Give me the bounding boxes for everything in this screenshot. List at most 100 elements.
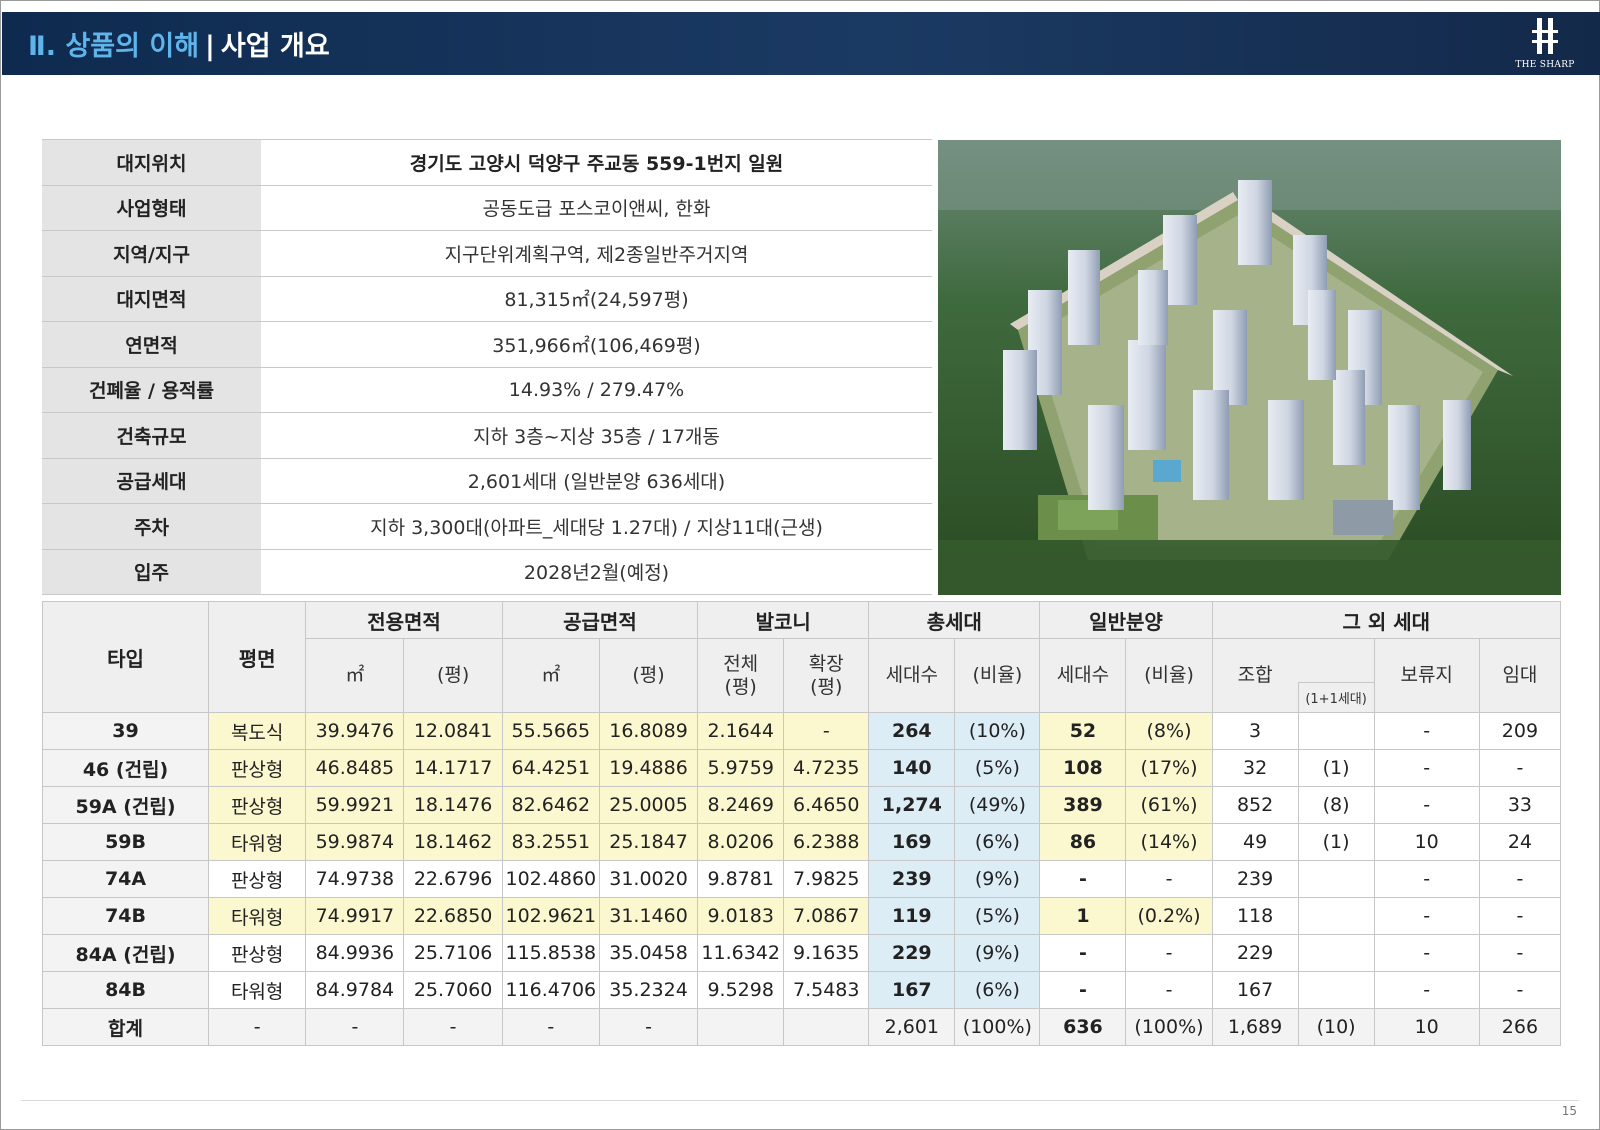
overview-label: 공급세대 — [42, 457, 261, 504]
header-union-sub: (1+1세대) — [1297, 682, 1375, 713]
cell-bal-total — [697, 1008, 785, 1046]
cell-total: 264 — [868, 712, 956, 750]
overview-row: 대지위치 경기도 고양시 덕양구 주교동 559-1번지 일원 — [42, 139, 932, 186]
header-reserved: 보류지 — [1373, 638, 1480, 713]
header-general-sale: 일반분양 — [1039, 601, 1213, 639]
header-other-households: 그 외 세대 — [1211, 601, 1562, 639]
header-balcony: 발코니 — [697, 601, 870, 639]
overview-value: 2028년2월(예정) — [261, 548, 932, 595]
overview-row: 주차 지하 3,300대(아파트_세대당 1.27대) / 지상11대(근생) — [42, 503, 932, 550]
cell-sale-ratio: - — [1125, 860, 1213, 898]
cell-plan: 복도식 — [208, 712, 307, 750]
cell-bal-total: 9.0183 — [697, 897, 785, 935]
cell-bal-ext: - — [783, 712, 870, 750]
table-row: 84A (건립) 판상형 84.9936 25.7106 115.8538 35.0458… — [41, 934, 1562, 972]
logo-text: THE SHARP — [1515, 60, 1575, 70]
overview-value: 지하 3,300대(아파트_세대당 1.27대) / 지상11대(근생) — [261, 503, 932, 550]
cell-ex-py: 14.1717 — [403, 749, 503, 787]
overview-value: 81,315㎡(24,597평) — [261, 275, 932, 322]
cell-total-ratio: (10%) — [954, 712, 1041, 750]
table-row: 84B 타워형 84.9784 25.7060 116.4706 35.2324 9.529… — [41, 971, 1562, 1009]
cell-bal-ext: 6.4650 — [783, 786, 870, 824]
footer-divider — [21, 1100, 1579, 1101]
cell-union-sub — [1297, 860, 1375, 898]
header-union: 조합 — [1211, 638, 1299, 713]
header-sup-pyeong: (평) — [598, 638, 699, 713]
cell-sup-py: 31.0020 — [598, 860, 699, 898]
cell-reserved: 10 — [1373, 1008, 1480, 1046]
header-total-count: 세대수 — [868, 638, 956, 713]
cell-rental: 33 — [1478, 786, 1562, 824]
logo-mark-icon — [1532, 18, 1558, 54]
cell-sup-sqm: - — [501, 1008, 600, 1046]
header-balcony-ext: 확장 (평) — [783, 638, 870, 713]
cell-sale-ratio: (17%) — [1125, 749, 1213, 787]
overview-label: 사업형태 — [42, 184, 261, 231]
header-rental: 임대 — [1478, 638, 1562, 713]
cell-sale: - — [1039, 860, 1127, 898]
cell-total: 2,601 — [868, 1008, 956, 1046]
cell-union: 229 — [1211, 934, 1299, 972]
cell-sup-sqm: 82.6462 — [501, 786, 600, 824]
cell-rental: - — [1478, 934, 1562, 972]
header-supply-area: 공급면적 — [501, 601, 699, 639]
cell-rental: - — [1478, 860, 1562, 898]
cell-bal-total: 9.5298 — [697, 971, 785, 1009]
overview-label: 건축규모 — [42, 412, 261, 459]
cell-total: 140 — [868, 749, 956, 787]
section-title: 사업 개요 — [220, 31, 330, 62]
cell-sale: 1 — [1039, 897, 1127, 935]
cell-sale: - — [1039, 934, 1127, 972]
cell-union-sub — [1297, 897, 1375, 935]
header-sup-sqm: ㎡ — [501, 638, 600, 713]
cell-type: 84A (건립) — [41, 934, 210, 972]
cell-ex-py: 12.0841 — [403, 712, 503, 750]
cell-sup-py: 35.2324 — [598, 971, 699, 1009]
cell-sup-py: 19.4886 — [598, 749, 699, 787]
cell-sale-ratio: (100%) — [1125, 1008, 1213, 1046]
cell-union-sub — [1297, 712, 1375, 750]
unit-type-table: 타입 평면 전용면적 공급면적 발코니 총세대 일반분양 그 외 세대 ㎡ (평… — [41, 601, 1562, 1046]
overview-row: 대지면적 81,315㎡(24,597평) — [42, 275, 932, 322]
cell-sale: - — [1039, 971, 1127, 1009]
cell-sale-ratio: - — [1125, 934, 1213, 972]
cell-type: 84B — [41, 971, 210, 1009]
cell-plan: 판상형 — [208, 860, 307, 898]
project-overview-table: 대지위치 경기도 고양시 덕양구 주교동 559-1번지 일원 사업형태 공동도급 포… — [42, 139, 932, 595]
cell-bal-total: 5.9759 — [697, 749, 785, 787]
cell-union: 1,689 — [1211, 1008, 1299, 1046]
overview-label: 입주 — [42, 548, 261, 595]
header-total-ratio: (비율) — [954, 638, 1041, 713]
overview-label: 주차 — [42, 503, 261, 550]
cell-type: 46 (건립) — [41, 749, 210, 787]
aerial-rendering-image — [938, 140, 1561, 595]
cell-total: 169 — [868, 823, 956, 861]
header-ex-sqm: ㎡ — [305, 638, 405, 713]
overview-value: 14.93% / 279.47% — [261, 366, 932, 413]
section-prefix: Ⅱ. 상품의 이해 — [28, 31, 200, 62]
cell-total-ratio: (6%) — [954, 971, 1041, 1009]
overview-row: 지역/지구 지구단위계획구역, 제2종일반주거지역 — [42, 230, 932, 277]
cell-ex-sqm: 59.9921 — [305, 786, 405, 824]
cell-rental: 209 — [1478, 712, 1562, 750]
header-sale-count: 세대수 — [1039, 638, 1127, 713]
cell-bal-total: 9.8781 — [697, 860, 785, 898]
cell-union: 852 — [1211, 786, 1299, 824]
cell-union: 167 — [1211, 971, 1299, 1009]
cell-plan: 판상형 — [208, 749, 307, 787]
cell-sup-sqm: 116.4706 — [501, 971, 600, 1009]
cell-total: 119 — [868, 897, 956, 935]
cell-bal-ext: 7.0867 — [783, 897, 870, 935]
cell-total: 1,274 — [868, 786, 956, 824]
table-row: 74A 판상형 74.9738 22.6796 102.4860 31.0020 9.878… — [41, 860, 1562, 898]
cell-total-ratio: (5%) — [954, 749, 1041, 787]
cell-type: 합계 — [41, 1008, 210, 1046]
cell-plan: 타워형 — [208, 897, 307, 935]
cell-rental: 24 — [1478, 823, 1562, 861]
cell-plan: 판상형 — [208, 934, 307, 972]
cell-reserved: - — [1373, 934, 1480, 972]
cell-plan: 타워형 — [208, 971, 307, 1009]
cell-sup-sqm: 115.8538 — [501, 934, 600, 972]
cell-ex-py: 18.1476 — [403, 786, 503, 824]
cell-rental: 266 — [1478, 1008, 1562, 1046]
